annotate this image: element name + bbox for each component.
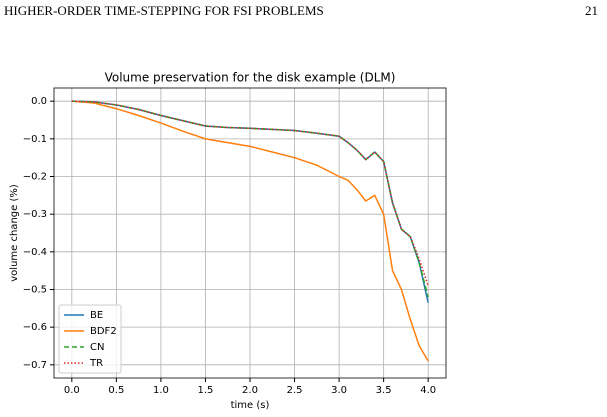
y-tick-label: −0.4 (23, 247, 47, 258)
series-line (71, 100, 429, 362)
y-tick-label: −0.5 (23, 284, 47, 295)
legend-label: BE (90, 310, 103, 321)
page-number: 21 (585, 3, 598, 18)
y-tick-label: −0.1 (23, 134, 47, 145)
y-axis-label: volume change (%) (9, 184, 20, 282)
chart-title: Volume preservation for the disk example… (105, 71, 396, 85)
x-tick-label: 2.5 (287, 385, 303, 396)
x-tick-label: 3.0 (331, 385, 347, 396)
legend-box (58, 304, 122, 374)
y-tick-label: −0.2 (23, 172, 47, 183)
y-tick-label: 0.0 (31, 96, 47, 107)
y-tick-label: −0.6 (23, 322, 47, 333)
x-tick-label: 1.5 (198, 385, 214, 396)
axes-frame (53, 87, 447, 379)
y-tick-label: −0.7 (23, 360, 47, 371)
x-axis-label: time (s) (231, 400, 270, 411)
legend-label: TR (89, 358, 103, 369)
running-head: HIGHER-ORDER TIME-STEPPING FOR FSI PROBL… (4, 3, 324, 18)
legend-label: BDF2 (90, 326, 117, 337)
x-tick-label: 2.0 (242, 385, 258, 396)
x-tick-label: 3.5 (376, 385, 392, 396)
series-line (71, 100, 429, 286)
x-tick-label: 1.0 (153, 385, 169, 396)
x-tick-label: 0.5 (108, 385, 124, 396)
x-tick-label: 4.0 (420, 385, 436, 396)
legend-label: CN (90, 342, 104, 353)
x-tick-label: 0.0 (64, 385, 80, 396)
y-tick-label: −0.3 (23, 209, 47, 220)
series-line (71, 100, 429, 298)
